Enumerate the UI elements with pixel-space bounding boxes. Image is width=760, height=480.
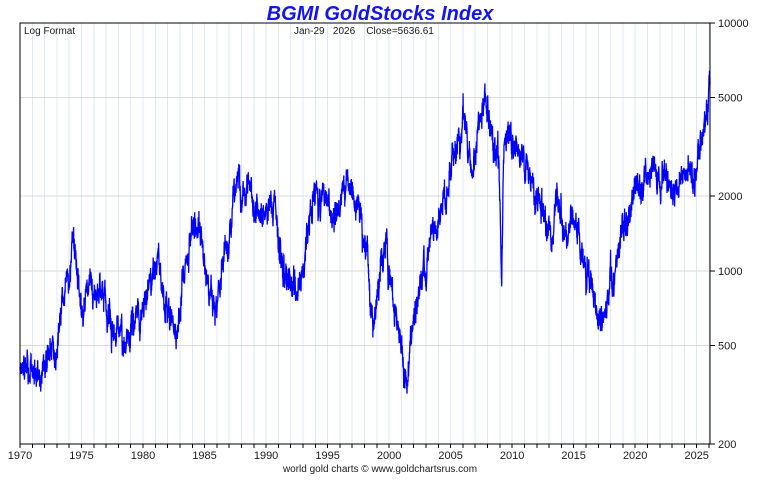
svg-text:500: 500 xyxy=(718,340,736,352)
svg-text:200: 200 xyxy=(718,439,736,451)
svg-text:2015: 2015 xyxy=(561,450,585,462)
svg-text:1970: 1970 xyxy=(8,450,32,462)
svg-text:1995: 1995 xyxy=(315,450,339,462)
svg-text:2005: 2005 xyxy=(438,450,462,462)
svg-text:2010: 2010 xyxy=(500,450,524,462)
svg-text:1980: 1980 xyxy=(131,450,155,462)
svg-text:2025: 2025 xyxy=(684,450,708,462)
svg-text:1975: 1975 xyxy=(69,450,93,462)
svg-text:1990: 1990 xyxy=(254,450,278,462)
svg-text:1985: 1985 xyxy=(192,450,216,462)
svg-text:2020: 2020 xyxy=(623,450,647,462)
svg-text:5000: 5000 xyxy=(718,93,742,105)
svg-text:2000: 2000 xyxy=(718,191,742,203)
svg-text:1000: 1000 xyxy=(718,266,742,278)
svg-text:2000: 2000 xyxy=(377,450,401,462)
